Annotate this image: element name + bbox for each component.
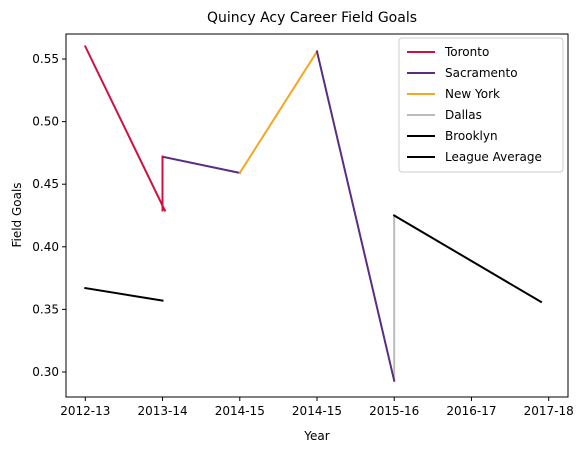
- chart-title: Quincy Acy Career Field Goals: [207, 10, 417, 26]
- x-tick-label: 2012-13: [60, 404, 110, 418]
- y-tick-label: 0.45: [32, 177, 59, 191]
- legend-label-new-york: New York: [445, 87, 500, 101]
- x-axis-label: Year: [303, 429, 329, 443]
- series-line-toronto: [83, 45, 167, 212]
- x-tick-label: 2014-15: [292, 404, 342, 418]
- series-line-sacramento-connector: [315, 50, 396, 382]
- legend-box: [398, 37, 564, 173]
- y-tick-label: 0.35: [32, 302, 59, 316]
- series-line-sacramento: [161, 155, 241, 175]
- y-tick-label: 0.40: [32, 240, 59, 254]
- y-axis: 0.30 0.35 0.40 0.45 0.50 0.55: [32, 52, 66, 379]
- x-tick-label: 2017-18: [524, 404, 574, 418]
- y-tick-label: 0.55: [32, 52, 59, 66]
- y-axis-label: Field Goals: [10, 182, 24, 247]
- x-tick-label: 2013-14: [137, 404, 187, 418]
- legend-label-league-average: League Average: [445, 150, 542, 164]
- x-tick-label: 2014-15: [215, 404, 265, 418]
- x-axis: 2012-13 2013-14 2014-15 2014-15 2015-16 2016-…: [60, 397, 574, 418]
- x-tick-label: 2015-16: [369, 404, 419, 418]
- legend-label-brooklyn: Brooklyn: [445, 129, 498, 143]
- plot-lines: [83, 45, 543, 382]
- series-line-league-average: [84, 286, 164, 302]
- y-tick-label: 0.50: [32, 115, 59, 129]
- legend-label-toronto: Toronto: [444, 45, 489, 59]
- series-line-new-york: [238, 50, 319, 175]
- series-line-brooklyn: [392, 214, 543, 304]
- x-tick-label: 2016-17: [446, 404, 496, 418]
- legend: Toronto Sacramento New York Dallas Brooklyn L…: [398, 37, 564, 173]
- y-tick-label: 0.30: [32, 365, 59, 379]
- legend-label-dallas: Dallas: [445, 108, 482, 122]
- legend-label-sacramento: Sacramento: [445, 66, 518, 80]
